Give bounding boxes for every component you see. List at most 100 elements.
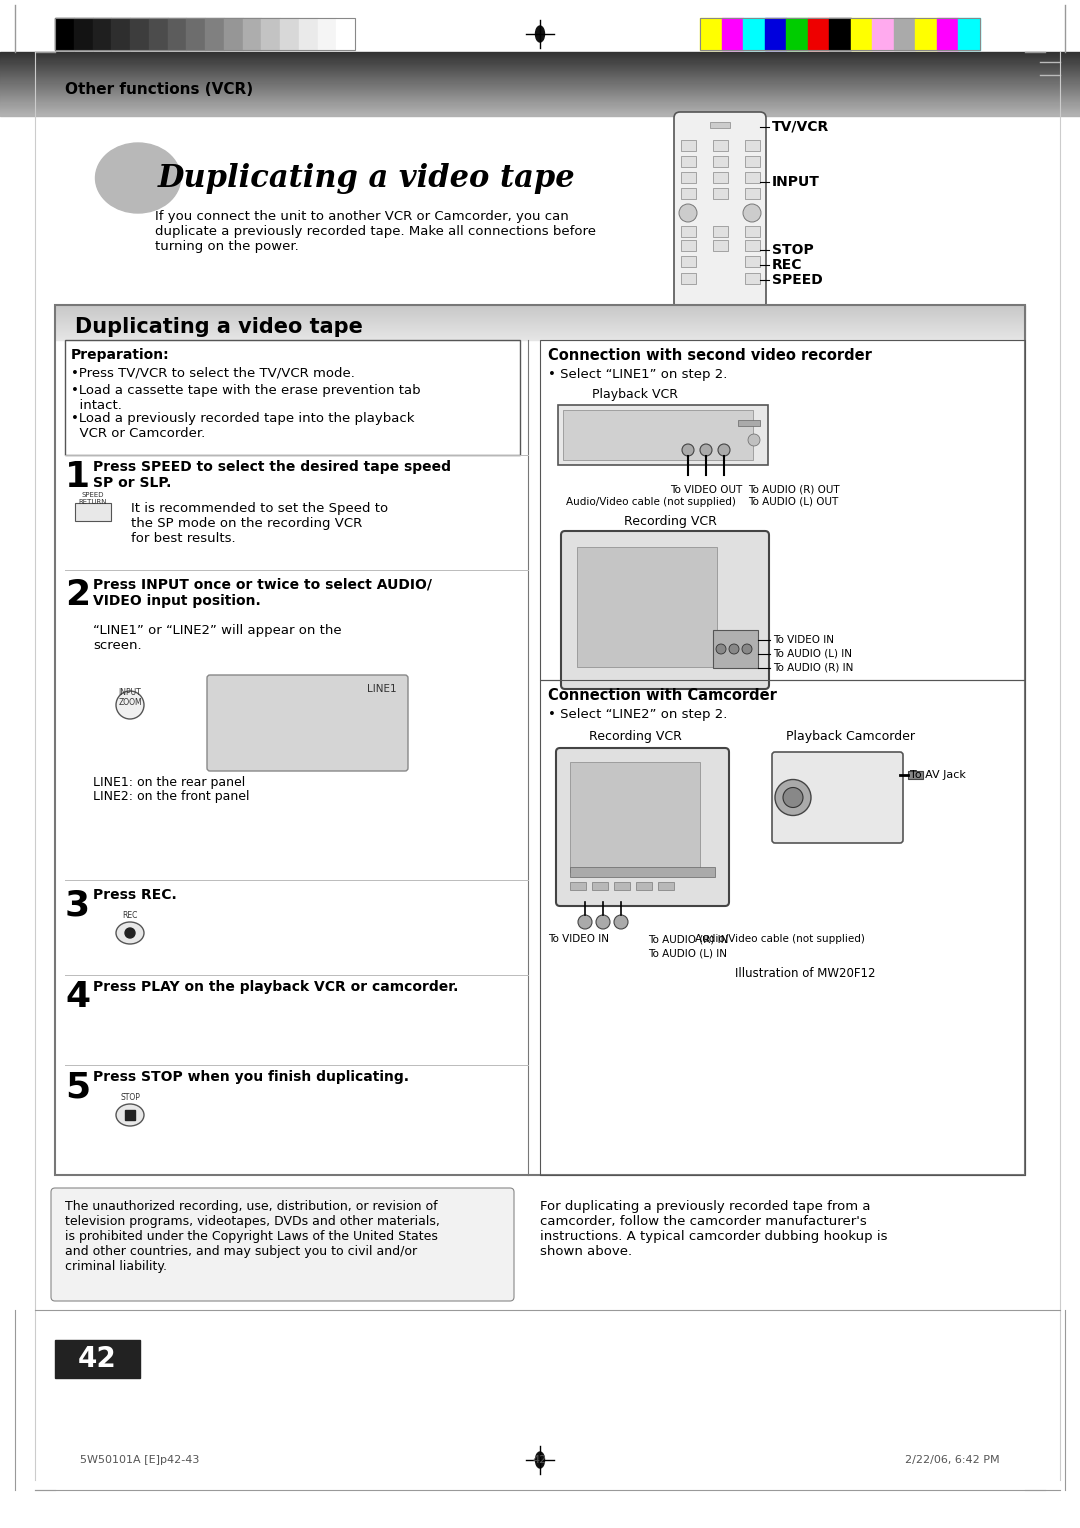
Bar (570, 762, 700, 872)
Bar (937, 18, 958, 50)
Bar (0, 83, 1080, 84)
Bar (0, 78, 1080, 79)
Bar (681, 240, 696, 251)
Bar (0, 73, 1080, 75)
Bar (186, 18, 205, 50)
Bar (958, 18, 980, 50)
Bar (713, 240, 728, 251)
Text: 42: 42 (532, 1455, 548, 1465)
Text: • Select “LINE2” on step 2.: • Select “LINE2” on step 2. (548, 707, 727, 721)
Bar (75, 503, 111, 521)
Bar (0, 108, 1080, 110)
Bar (0, 99, 1080, 101)
Bar (0, 115, 1080, 116)
Bar (280, 18, 299, 50)
Circle shape (615, 915, 627, 929)
Text: Other functions (VCR): Other functions (VCR) (65, 83, 253, 98)
Bar (713, 141, 728, 151)
Text: Press INPUT once or twice to select AUDIO/
VIDEO input position.: Press INPUT once or twice to select AUDI… (93, 578, 432, 608)
Bar (55, 1340, 140, 1378)
Bar (0, 113, 1080, 115)
Bar (73, 18, 93, 50)
Text: STOP: STOP (120, 1093, 140, 1102)
Text: SPEED
RETURN: SPEED RETURN (79, 492, 107, 504)
Text: To AUDIO (L) OUT: To AUDIO (L) OUT (748, 497, 838, 507)
Bar (0, 89, 1080, 90)
Bar (808, 18, 829, 50)
Bar (318, 18, 336, 50)
Bar (0, 107, 1080, 108)
Bar (851, 18, 873, 50)
Text: 2/22/06, 6:42 PM: 2/22/06, 6:42 PM (905, 1455, 1000, 1465)
Text: REC: REC (772, 258, 802, 272)
Bar (700, 18, 980, 50)
Circle shape (775, 779, 811, 816)
Text: •Press TV/VCR to select the TV/VCR mode.: •Press TV/VCR to select the TV/VCR mode. (71, 367, 355, 379)
Text: To AV Jack: To AV Jack (910, 770, 966, 779)
Text: To VIDEO IN: To VIDEO IN (548, 934, 609, 944)
Bar (55, 306, 1025, 1175)
Bar (93, 18, 111, 50)
Text: •Load a previously recorded tape into the playback
  VCR or Camcorder.: •Load a previously recorded tape into th… (71, 413, 415, 440)
Bar (873, 18, 894, 50)
Bar (0, 75, 1080, 76)
Bar (681, 226, 696, 237)
Text: • Select “LINE1” on step 2.: • Select “LINE1” on step 2. (548, 368, 727, 380)
Text: 3: 3 (65, 888, 90, 921)
Bar (713, 173, 728, 183)
Bar (700, 18, 721, 50)
Bar (570, 866, 715, 877)
Text: Audio/Video cable (not supplied): Audio/Video cable (not supplied) (696, 934, 865, 944)
Bar (713, 188, 728, 199)
Circle shape (783, 787, 804, 807)
Text: If you connect the unit to another VCR or Camcorder, you can
duplicate a previou: If you connect the unit to another VCR o… (156, 209, 596, 254)
Bar (0, 53, 1080, 55)
Bar (0, 64, 1080, 66)
Text: INPUT: INPUT (772, 176, 820, 189)
Bar (658, 882, 674, 889)
Bar (745, 240, 760, 251)
Bar (111, 18, 130, 50)
Ellipse shape (95, 144, 180, 212)
Bar (894, 18, 916, 50)
Bar (299, 18, 318, 50)
Bar (540, 680, 1025, 1175)
Text: Press REC.: Press REC. (93, 888, 177, 902)
Text: Preparation:: Preparation: (71, 348, 170, 362)
Text: For duplicating a previously recorded tape from a
camcorder, follow the camcorde: For duplicating a previously recorded ta… (540, 1199, 888, 1258)
Bar (745, 226, 760, 237)
Bar (0, 72, 1080, 73)
Bar (681, 173, 696, 183)
Bar (0, 76, 1080, 78)
Bar (745, 173, 760, 183)
Bar (65, 341, 519, 455)
Text: SPEED: SPEED (772, 274, 823, 287)
Bar (55, 18, 73, 50)
Text: STOP: STOP (772, 243, 813, 257)
Text: 5W50101A [E]p42-43: 5W50101A [E]p42-43 (80, 1455, 200, 1465)
Bar (0, 58, 1080, 60)
Bar (0, 101, 1080, 102)
Circle shape (729, 643, 739, 654)
Text: To AUDIO (R) IN: To AUDIO (R) IN (648, 934, 728, 944)
Text: Connection with Camcorder: Connection with Camcorder (548, 688, 777, 703)
Bar (743, 18, 765, 50)
Bar (745, 188, 760, 199)
FancyBboxPatch shape (556, 749, 729, 906)
Text: 42: 42 (78, 1345, 117, 1374)
Bar (681, 274, 696, 284)
Circle shape (700, 445, 712, 455)
Bar (0, 112, 1080, 113)
Circle shape (742, 643, 752, 654)
Bar (0, 110, 1080, 112)
FancyBboxPatch shape (51, 1187, 514, 1300)
Bar (908, 772, 923, 779)
Text: LINE1: on the rear panel: LINE1: on the rear panel (93, 776, 245, 788)
Bar (0, 86, 1080, 87)
Bar (130, 18, 149, 50)
Bar (0, 69, 1080, 70)
Circle shape (116, 691, 144, 720)
Bar (681, 257, 696, 267)
Bar (563, 410, 753, 460)
Circle shape (718, 445, 730, 455)
